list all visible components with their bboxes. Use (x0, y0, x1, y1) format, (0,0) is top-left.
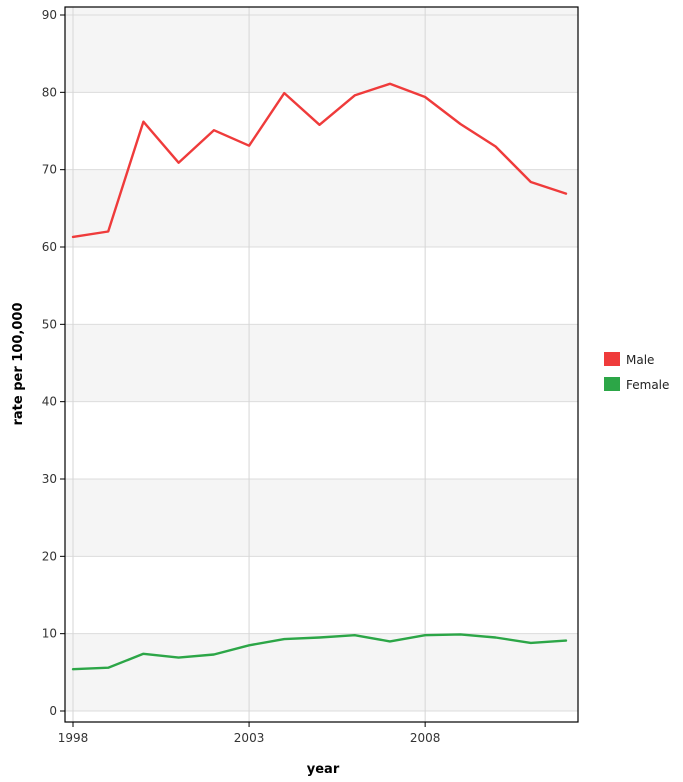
grid-band (65, 15, 578, 93)
grid-band (65, 479, 578, 557)
y-tick-label: 90 (42, 8, 57, 22)
x-axis-ticks: 1998 2003 2008 (58, 722, 441, 745)
x-tick-label: 2008 (410, 731, 441, 745)
grid-band (65, 169, 578, 247)
y-axis-title: rate per 100,000 (11, 302, 26, 425)
x-tick-label: 2003 (234, 731, 265, 745)
legend-swatch-female (604, 377, 620, 391)
y-tick-label: 60 (42, 240, 57, 254)
y-tick-label: 80 (42, 85, 57, 99)
grid-band (65, 633, 578, 711)
plot-frame (64, 6, 579, 723)
legend-label-female: Female (626, 378, 669, 392)
y-tick-label: 30 (42, 472, 57, 486)
series-lines (71, 82, 568, 671)
vertical-gridlines (72, 7, 426, 722)
horizontal-gridlines (65, 14, 578, 712)
legend-swatch-male (604, 352, 620, 366)
y-tick-label: 10 (42, 627, 57, 641)
x-axis-title: year (307, 762, 340, 777)
y-tick-label: 40 (42, 395, 57, 409)
y-tick-label: 0 (49, 704, 57, 718)
x-tick-label: 1998 (58, 731, 89, 745)
y-tick-label: 70 (42, 163, 57, 177)
series-line-female (71, 633, 568, 671)
grid-band (65, 7, 578, 15)
y-axis-ticks: 0 10 20 30 40 50 60 70 80 90 (42, 8, 65, 718)
legend: Male Female (604, 352, 669, 392)
y-tick-label: 50 (42, 317, 57, 331)
series-line-male (71, 82, 568, 239)
y-tick-label: 20 (42, 549, 57, 563)
legend-label-male: Male (626, 353, 654, 367)
grid-band (65, 324, 578, 402)
background-bands (65, 7, 578, 711)
